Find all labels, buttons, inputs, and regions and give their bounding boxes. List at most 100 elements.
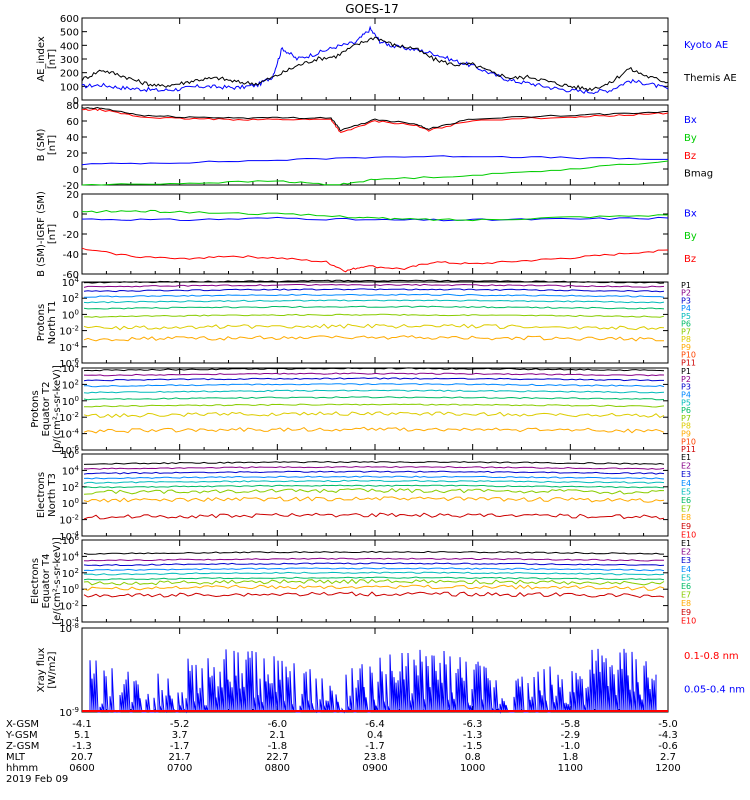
y-tick-label: 100 xyxy=(60,82,79,93)
y-tick-label: 104 xyxy=(62,276,80,289)
series-by-legend: By xyxy=(684,133,697,144)
series-p2-legend: P2 xyxy=(681,289,691,298)
series-e9-legend: E9 xyxy=(681,608,691,617)
series-p4-legend: P4 xyxy=(681,390,691,399)
series-e7-line xyxy=(83,487,665,495)
y-tick-label: 102 xyxy=(62,567,79,580)
y-tick-label: 10-4 xyxy=(59,341,79,354)
figure-title: GOES-17 xyxy=(345,2,399,16)
ephemeris-value: 0.8 xyxy=(465,752,481,763)
y-axis-label: Electrons xyxy=(30,558,41,604)
y-axis-label: [e/(cm²-s-sr-keV)] xyxy=(52,537,63,625)
series-e1-line xyxy=(83,550,664,555)
y-tick-label: 300 xyxy=(60,55,79,66)
y-axis-label: B (SM)-IGRF (SM) xyxy=(36,191,47,277)
ephemeris-value: -1.7 xyxy=(170,741,190,752)
ephemeris-value: 21.7 xyxy=(169,752,191,763)
y-tick-label: 102 xyxy=(62,481,79,494)
ephemeris-value: -5.0 xyxy=(658,719,678,730)
ephemeris-value: -2.9 xyxy=(561,730,581,741)
series-e6-legend: E6 xyxy=(681,582,691,591)
series-e1-legend: E1 xyxy=(681,539,691,548)
y-tick-label: 60 xyxy=(66,117,79,128)
series-e3-legend: E3 xyxy=(681,470,691,479)
series-e7-legend: E7 xyxy=(681,591,691,600)
y-tick-label: 104 xyxy=(62,362,80,375)
y-axis-label: Protons xyxy=(36,304,47,341)
y-tick-label: 102 xyxy=(62,378,79,391)
series-e3-line xyxy=(83,470,665,475)
series-p9-legend: P9 xyxy=(681,430,691,439)
ephemeris-value: 0600 xyxy=(69,763,94,774)
series-p8-line xyxy=(83,411,665,419)
series-bz-line xyxy=(81,247,669,273)
ephemeris-row-label: Y-GSM xyxy=(5,730,38,741)
ephemeris-value: -4.3 xyxy=(658,730,678,741)
y-axis-label: [nT] xyxy=(47,49,58,69)
series-p10-legend: P10 xyxy=(681,437,696,446)
y-tick-label: 200 xyxy=(60,69,79,80)
panel-frame xyxy=(81,453,669,537)
y-tick-label: 0 xyxy=(73,210,79,221)
panel-frame xyxy=(81,367,669,451)
y-tick-label: -20 xyxy=(63,230,79,241)
y-tick-label: 10-2 xyxy=(59,514,79,527)
series-p9-line xyxy=(83,335,665,342)
y-axis-label: [p/(cm²-s-sr-keV)] xyxy=(52,365,63,453)
series-p3-legend: P3 xyxy=(681,383,691,392)
ephemeris-value: 3.7 xyxy=(172,730,188,741)
y-tick-label: 40 xyxy=(66,133,79,144)
series-bx-line xyxy=(81,155,668,166)
series-p8-legend: P8 xyxy=(681,422,691,431)
y-tick-label: 20 xyxy=(66,190,79,201)
series-p6-legend: P6 xyxy=(681,406,691,415)
series-by-legend: By xyxy=(684,231,697,242)
series-p6-legend: P6 xyxy=(681,320,691,329)
series-e4-legend: E4 xyxy=(681,565,691,574)
series-e6-line xyxy=(83,576,665,581)
y-tick-label: 600 xyxy=(60,14,79,25)
y-axis-label: Electrons xyxy=(36,472,47,518)
series-e2-legend: E2 xyxy=(681,462,691,471)
ephemeris-value: 1100 xyxy=(558,763,583,774)
y-axis-label: North T1 xyxy=(47,301,58,345)
series-e8-legend: E8 xyxy=(681,599,691,608)
ephemeris-value: 1200 xyxy=(655,763,680,774)
series-e5-line xyxy=(83,571,665,576)
series-p8-line xyxy=(83,323,665,331)
series-p3-legend: P3 xyxy=(681,296,691,305)
ephemeris-value: -6.0 xyxy=(268,719,288,730)
y-tick-label: 0 xyxy=(73,165,79,176)
series-p5-line xyxy=(83,389,665,394)
ephemeris-value: 0700 xyxy=(167,763,192,774)
ephemeris-value: -5.8 xyxy=(561,719,581,730)
ephemeris-value: -1.3 xyxy=(463,730,483,741)
series-p1-line xyxy=(83,279,665,284)
ephemeris-row-label: X-GSM xyxy=(6,719,39,730)
ephemeris-value: 22.7 xyxy=(266,752,288,763)
panel-frame xyxy=(81,281,669,364)
y-tick-label: 100 xyxy=(62,395,79,408)
series-e8-line xyxy=(83,496,665,503)
y-axis-label: Xray flux xyxy=(36,648,47,693)
series-p3-line xyxy=(83,288,665,293)
series-p8-legend: P8 xyxy=(681,335,691,344)
panel-xray: 10-8 10-9 Xray flux [W/m2] 0.1-0.8 nm 0.05-0.… xyxy=(36,622,745,719)
series-by-line xyxy=(81,160,669,186)
ephemeris-value: -1.7 xyxy=(365,741,385,752)
panel-frame xyxy=(81,17,669,101)
series-p5-line xyxy=(83,299,665,304)
series-e2-legend: E2 xyxy=(681,548,691,557)
series-0-05-0-4-nm-legend: 0.05-0.4 nm xyxy=(684,684,745,695)
series-e5-line xyxy=(83,479,665,484)
ephemeris-value: -1.3 xyxy=(72,741,92,752)
y-axis-label: AE_index xyxy=(36,36,47,82)
series-0-1-0-8-nm-legend: 0.1-0.8 nm xyxy=(684,651,739,662)
series-e6-line xyxy=(83,484,665,489)
ephemeris-value: -6.4 xyxy=(365,719,385,730)
series-p2-line xyxy=(83,283,665,288)
y-axis-label: Protons xyxy=(30,390,41,427)
panel-frame xyxy=(81,193,669,275)
